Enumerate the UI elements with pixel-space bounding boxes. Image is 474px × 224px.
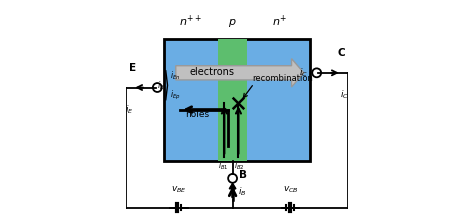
Text: $i_C$: $i_C$ xyxy=(340,88,349,101)
Text: $i_{Ep}$: $i_{Ep}$ xyxy=(170,89,181,102)
Text: $v_{CB}$: $v_{CB}$ xyxy=(283,185,298,196)
Text: $i_E$: $i_E$ xyxy=(156,79,164,92)
Text: holes: holes xyxy=(185,110,209,119)
Text: $i_{En}$: $i_{En}$ xyxy=(170,69,180,82)
Text: B: B xyxy=(239,170,247,181)
Text: $v_{BE}$: $v_{BE}$ xyxy=(171,185,187,196)
Polygon shape xyxy=(229,183,236,189)
Text: E: E xyxy=(129,63,136,73)
Text: $i_{B1}$: $i_{B1}$ xyxy=(218,160,228,172)
Text: electrons: electrons xyxy=(189,67,234,77)
FancyArrow shape xyxy=(176,59,304,87)
Bar xyxy=(218,39,247,161)
Text: $i_B$: $i_B$ xyxy=(238,186,246,198)
Text: recombination: recombination xyxy=(252,74,313,83)
Text: C: C xyxy=(338,48,346,58)
Bar xyxy=(164,39,310,161)
Text: $n^{+}$: $n^{+}$ xyxy=(272,13,287,28)
Text: $i_{B2}$: $i_{B2}$ xyxy=(234,160,245,172)
Text: $i_E$: $i_E$ xyxy=(125,103,133,116)
Text: $n^{++}$: $n^{++}$ xyxy=(179,13,202,28)
Text: $p$: $p$ xyxy=(228,17,237,28)
Text: $i_C$: $i_C$ xyxy=(300,66,308,79)
